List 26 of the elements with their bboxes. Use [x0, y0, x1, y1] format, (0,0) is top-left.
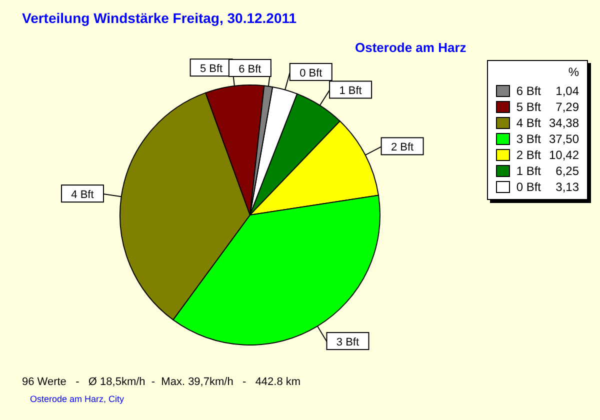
legend-label: 6 Bft: [516, 84, 541, 98]
slice-label: 1 Bft: [339, 85, 362, 98]
legend-label: 4 Bft: [516, 116, 541, 130]
legend-label: 2 Bft: [516, 148, 541, 162]
text: Osterode am Harz, City: [30, 394, 124, 404]
data-label: 1,04: [554, 84, 579, 98]
category-label: 6 Bft: [238, 63, 262, 76]
chart-title: Verteilung Windstärke Freitag, 30.12.2011: [22, 10, 297, 26]
slice-label: 0 Bft: [300, 67, 322, 80]
chart-subtitle: Osterode am Harz: [355, 40, 466, 55]
data-label: 10,42: [548, 148, 579, 162]
data-label: 7,29: [554, 100, 579, 114]
slice-label: 5 Bft: [200, 63, 223, 76]
legend-label: 3 Bft: [516, 132, 541, 146]
legend-label: 0 Bft: [516, 180, 541, 194]
slice-label: 2 Bft: [390, 142, 414, 154]
legend-label: 5 Bft: [516, 100, 541, 114]
legend-title: %: [567, 65, 579, 79]
data-label: 34,38: [548, 116, 579, 130]
slice-label: 3 Bft: [336, 336, 360, 349]
data-label: 37,50: [548, 132, 579, 146]
data-label: 3,13: [554, 180, 579, 194]
legend-label: 1 Bft: [516, 164, 541, 178]
slice-label: 4 Bft: [71, 189, 94, 202]
text: 96 Werte - Ø 18,5km/h - Max. 39,7km/h - 442.8 km: [22, 376, 301, 388]
data-label: 6,25: [554, 164, 579, 178]
